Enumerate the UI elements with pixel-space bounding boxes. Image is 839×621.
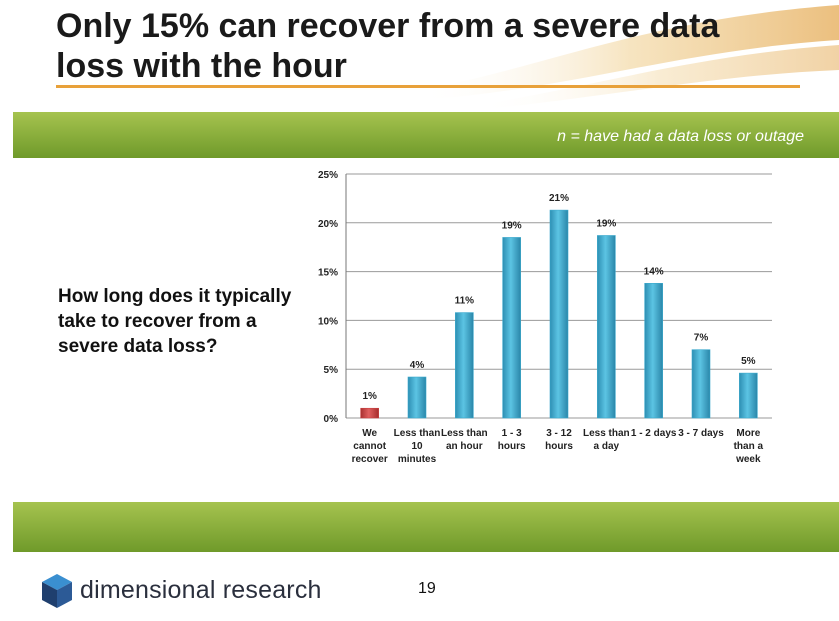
bar <box>549 209 569 419</box>
data-label: 21% <box>549 193 569 204</box>
data-label: 7% <box>694 333 709 344</box>
y-tick-label: 25% <box>318 170 338 181</box>
data-label: 19% <box>502 220 522 231</box>
category-label: minutes <box>398 454 437 465</box>
data-label: 11% <box>455 296 475 307</box>
y-tick-label: 20% <box>318 219 338 230</box>
category-label: week <box>735 454 761 465</box>
category-label: 3 - 7 days <box>678 428 724 439</box>
slide-title: Only 15% can recover from a severe data … <box>56 7 720 85</box>
bar <box>455 312 474 419</box>
cube-logo-icon <box>42 574 72 608</box>
bar <box>360 407 379 419</box>
category-label: 1 - 3 <box>502 428 522 439</box>
recovery-time-bar-chart: 0% 5% 10% 15% 20% 25% 1% We cannot recover 4% Less … <box>318 170 772 465</box>
category-label: More <box>736 428 760 439</box>
header-band <box>13 112 839 158</box>
data-label: 4% <box>410 360 425 371</box>
category-label: 1 - 2 days <box>631 428 677 439</box>
chart-labels: 0% 5% 10% 15% 20% 25% 1% We cannot recover 4% Less … <box>318 170 764 465</box>
category-label: Less than <box>583 428 630 439</box>
category-label: Less than <box>394 428 441 439</box>
survey-question: How long does it typically take to recov… <box>58 286 292 357</box>
bar <box>644 283 663 419</box>
category-label: recover <box>352 454 388 465</box>
data-label: 14% <box>644 266 664 277</box>
sample-note: n = have had a data loss or outage <box>557 128 804 145</box>
category-label: than a <box>734 441 764 452</box>
data-label: 19% <box>596 218 616 229</box>
category-label: 3 - 12 <box>546 428 572 439</box>
category-label: a day <box>594 441 620 452</box>
bar <box>597 235 616 419</box>
category-label: Less than <box>441 428 488 439</box>
bar <box>739 372 758 419</box>
y-tick-label: 15% <box>318 268 338 279</box>
chart-bars <box>360 209 758 419</box>
category-label: 10 <box>411 441 423 452</box>
bar <box>502 237 521 419</box>
data-label: 5% <box>741 356 756 367</box>
category-label: hours <box>498 441 526 452</box>
company-logo-text: dimensional research <box>80 576 322 604</box>
bar <box>407 376 427 419</box>
data-label: 1% <box>362 391 377 402</box>
category-label: cannot <box>353 441 386 452</box>
y-tick-label: 0% <box>324 414 339 425</box>
category-label: an hour <box>446 441 483 452</box>
page-number: 19 <box>418 580 436 597</box>
decorative-swoosh <box>419 5 839 110</box>
y-tick-label: 10% <box>318 316 338 327</box>
bar <box>691 349 711 419</box>
title-underline <box>56 85 800 88</box>
category-label: hours <box>545 441 573 452</box>
y-tick-label: 5% <box>324 365 339 376</box>
category-label: We <box>362 428 377 439</box>
footer-band <box>13 502 839 552</box>
